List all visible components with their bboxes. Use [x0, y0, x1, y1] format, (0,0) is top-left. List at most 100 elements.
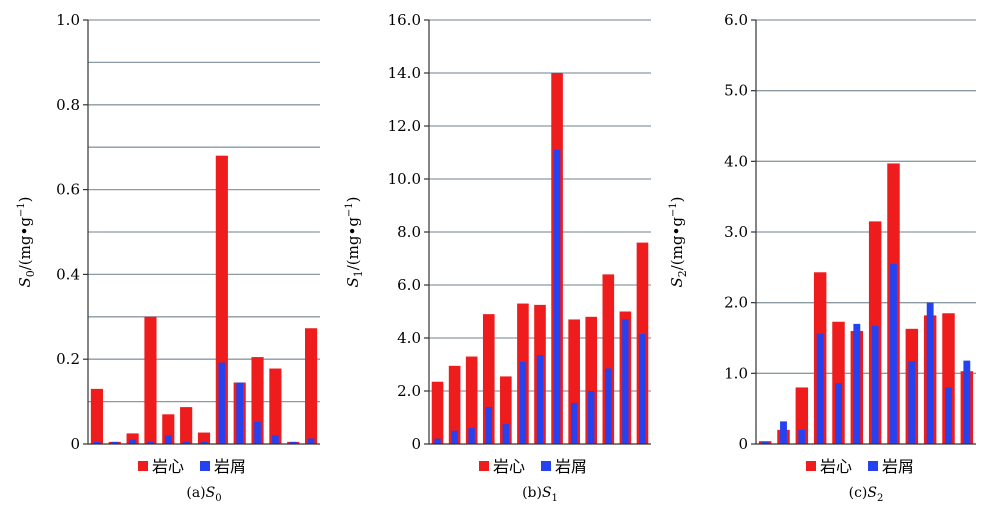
- bar-cuttings: [254, 421, 261, 444]
- y-axis-label-superscript: −1: [344, 202, 355, 217]
- y-tick-label: 16.0: [388, 11, 421, 29]
- panel-caption: (b)S1: [522, 485, 558, 504]
- y-tick-label: 0: [411, 435, 421, 453]
- bar-core: [500, 376, 512, 444]
- bar-core: [180, 407, 193, 444]
- y-tick-label: 2.0: [724, 294, 748, 312]
- panel-caption: (c)S2: [849, 485, 884, 504]
- panel-s2: 01.02.03.04.05.06.0S2/(mg•g−1)岩心 岩屑(c)S2: [668, 11, 976, 504]
- bar-cuttings: [502, 424, 510, 444]
- bar-cuttings: [93, 441, 101, 444]
- bar-cuttings: [434, 438, 441, 444]
- y-tick-label: 0.6: [56, 181, 80, 199]
- panel-s1: 02.04.06.08.010.012.014.016.0S1/(mg•g−1)…: [344, 11, 651, 504]
- caption-symbol: S: [206, 485, 216, 501]
- legend-label-cuttings: 岩屑: [882, 457, 914, 476]
- y-tick-label: 12.0: [388, 117, 421, 135]
- bar-cuttings: [307, 438, 315, 444]
- panel-caption: (a)S0: [186, 485, 221, 504]
- y-tick-label: 0: [70, 435, 80, 453]
- y-tick-label: 0.4: [56, 265, 80, 283]
- y-axis-label-unit-close: ): [668, 196, 686, 202]
- y-tick-label: 0.8: [56, 96, 80, 114]
- legend-label-cuttings: 岩屑: [555, 457, 587, 476]
- caption-symbol: S: [542, 485, 552, 501]
- bar-cuttings: [853, 323, 861, 444]
- caption-subscript: 1: [552, 493, 558, 504]
- bar-cuttings: [553, 149, 561, 444]
- bar-cuttings: [218, 362, 226, 444]
- bar-core: [465, 356, 478, 444]
- legend-label-cuttings: 岩屑: [214, 457, 246, 476]
- y-axis-label-unit: /(mg•g: [344, 217, 362, 271]
- bar-core: [144, 316, 157, 444]
- bar-cuttings: [451, 430, 458, 444]
- y-axis-label-subscript: 2: [676, 270, 689, 277]
- y-axis-label-subscript: 1: [352, 270, 365, 277]
- bar-core: [482, 314, 495, 444]
- y-axis-label-superscript: −1: [668, 202, 679, 217]
- y-axis-label-unit-close: ): [16, 196, 34, 202]
- bar-cuttings: [639, 334, 646, 444]
- y-tick-label: 2.0: [397, 382, 421, 400]
- y-tick-label: 8.0: [397, 223, 421, 241]
- bar-cuttings: [588, 391, 595, 444]
- bar-cuttings: [605, 368, 612, 444]
- bar-cuttings: [182, 441, 190, 444]
- bar-core: [90, 388, 103, 444]
- bar-cuttings: [890, 263, 897, 444]
- panel-s0: 00.20.40.60.81.0S0/(mg•g−1)岩心 岩屑(a)S0: [16, 11, 320, 504]
- legend-swatch-core: [138, 461, 148, 471]
- bar-cuttings: [536, 355, 544, 444]
- y-axis-label-unit: /(mg•g: [16, 217, 34, 271]
- caption-subscript: 2: [877, 493, 883, 504]
- legend-swatch-cuttings: [868, 461, 878, 471]
- bar-core: [448, 365, 461, 444]
- y-tick-label: 0: [738, 435, 748, 453]
- bar-core: [431, 381, 444, 444]
- bar-cuttings: [780, 421, 787, 444]
- bar-cuttings: [236, 382, 244, 444]
- bar-core: [197, 432, 211, 444]
- y-axis-label: S2/(mg•g−1): [668, 196, 689, 287]
- y-axis-label-symbol: S: [668, 277, 686, 287]
- y-tick-label: 0.2: [56, 350, 80, 368]
- legend-label-core: 岩心: [820, 457, 852, 476]
- bar-cuttings: [835, 383, 842, 444]
- bar-cuttings: [798, 429, 806, 444]
- bar-core: [602, 274, 615, 444]
- y-tick-label: 10.0: [388, 170, 421, 188]
- bar-core: [568, 319, 580, 444]
- y-axis-label-symbol: S: [16, 277, 34, 287]
- y-axis-label-unit: /(mg•g: [668, 217, 686, 271]
- bar-cuttings: [926, 302, 934, 444]
- y-tick-label: 5.0: [724, 82, 748, 100]
- bar-core: [305, 328, 318, 444]
- caption-prefix: (a): [186, 485, 205, 501]
- bar-cuttings: [272, 435, 279, 444]
- caption-prefix: (c): [849, 485, 868, 501]
- legend-label-core: 岩心: [493, 457, 525, 476]
- legend-swatch-cuttings: [200, 461, 210, 471]
- caption-subscript: 0: [215, 493, 221, 504]
- bar-cuttings: [468, 428, 475, 444]
- legend-label-core: 岩心: [152, 457, 184, 476]
- y-tick-label: 1.0: [56, 11, 80, 29]
- y-axis-label-symbol: S: [344, 277, 362, 287]
- bar-core: [269, 368, 282, 444]
- bar-cuttings: [761, 441, 769, 444]
- bar-cuttings: [111, 441, 119, 444]
- y-tick-label: 6.0: [724, 11, 748, 29]
- y-axis-label: S0/(mg•g−1): [16, 196, 37, 287]
- bar-cuttings: [908, 361, 916, 444]
- bar-cuttings: [945, 387, 952, 444]
- bar-cuttings: [816, 333, 824, 444]
- bar-cuttings: [519, 361, 527, 444]
- bar-core: [126, 433, 139, 444]
- bar-cuttings: [147, 441, 154, 444]
- bar-cuttings: [200, 441, 208, 444]
- y-axis-label-superscript: −1: [16, 202, 27, 217]
- bar-cuttings: [289, 441, 297, 444]
- legend-swatch-core: [806, 461, 816, 471]
